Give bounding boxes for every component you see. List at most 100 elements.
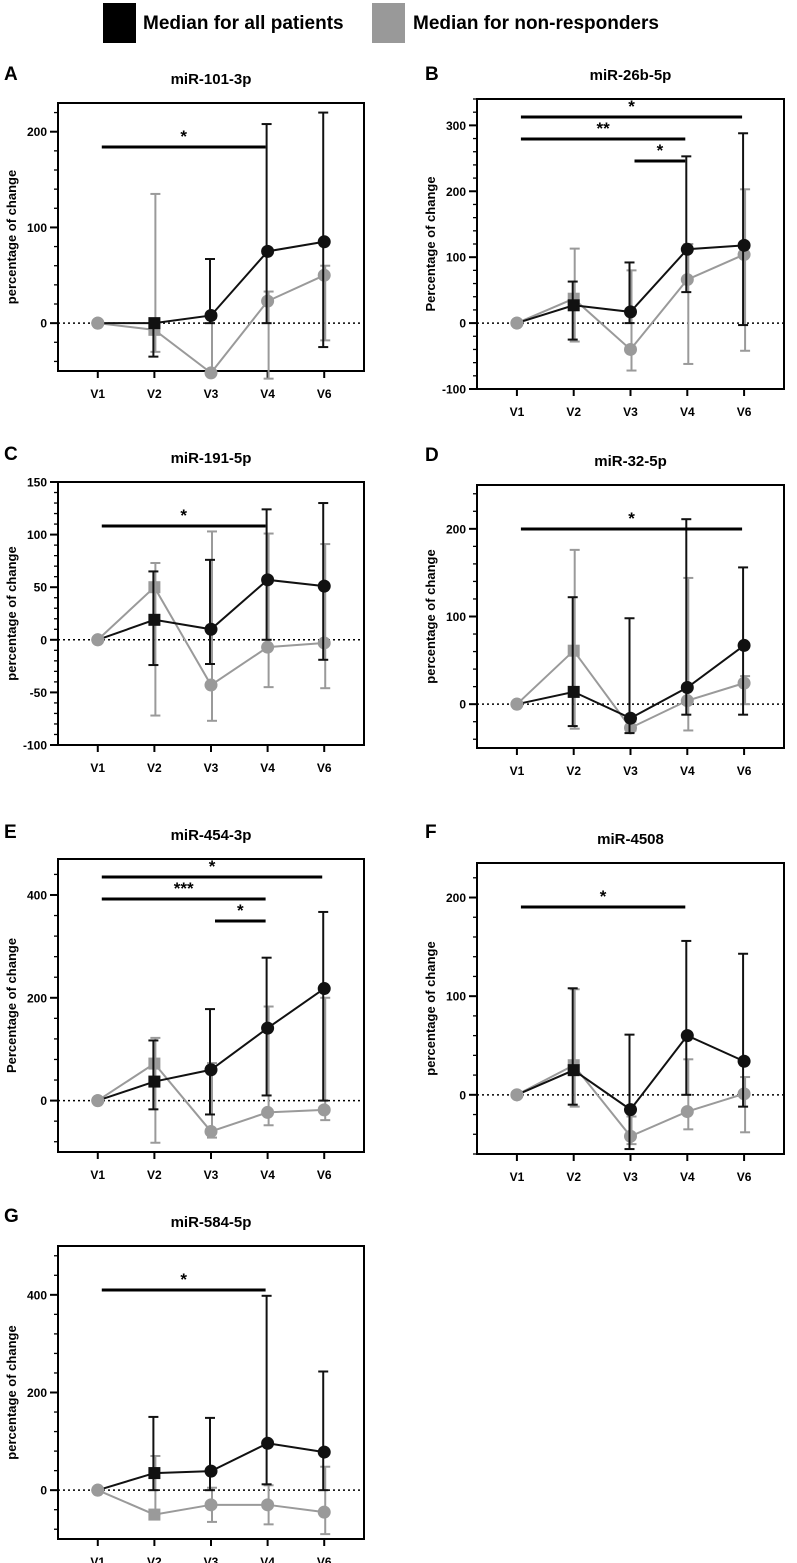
x-tick-label: V4 bbox=[260, 1555, 275, 1563]
significance-label: ** bbox=[596, 119, 610, 138]
panel-b-series-all-patients bbox=[510, 132, 751, 341]
y-tick-label: 0 bbox=[459, 1088, 466, 1102]
panel-a-series-all-patients bbox=[91, 111, 331, 358]
x-tick-label: V4 bbox=[680, 764, 695, 778]
x-tick-label: V4 bbox=[680, 405, 695, 419]
y-tick-label: 0 bbox=[40, 317, 47, 331]
panel-d-y-axis-label: percentage of change bbox=[423, 549, 438, 683]
legend-swatch-non-responders bbox=[372, 3, 405, 43]
data-point bbox=[624, 711, 637, 725]
x-tick-label: V2 bbox=[147, 761, 162, 775]
x-tick-label: V2 bbox=[566, 764, 581, 778]
data-point bbox=[204, 1063, 218, 1077]
data-point bbox=[510, 1088, 524, 1102]
panel-f-series-all-patients bbox=[510, 939, 751, 1151]
data-point bbox=[737, 1054, 751, 1068]
y-tick-label: 200 bbox=[446, 185, 466, 199]
significance-label: * bbox=[628, 509, 635, 528]
panel-f-y-axis-label: percentage of change bbox=[423, 941, 438, 1075]
data-point bbox=[680, 242, 694, 256]
data-point bbox=[204, 678, 218, 692]
x-tick-label: V2 bbox=[566, 405, 581, 419]
data-point bbox=[624, 342, 637, 356]
data-point bbox=[680, 1029, 694, 1043]
x-tick-label: V6 bbox=[317, 1555, 332, 1563]
data-point bbox=[261, 244, 275, 258]
y-tick-label: 400 bbox=[27, 888, 47, 902]
y-tick-label: 100 bbox=[27, 528, 47, 542]
panel-g-y-axis-label: percentage of change bbox=[4, 1325, 19, 1459]
panel-e-y-axis-label: Percentage of change bbox=[4, 938, 19, 1073]
data-point bbox=[91, 1483, 105, 1497]
significance-label: * bbox=[209, 857, 216, 876]
x-tick-label: V1 bbox=[510, 405, 525, 419]
data-point bbox=[567, 1064, 580, 1077]
y-tick-label: 0 bbox=[459, 698, 466, 712]
x-tick-label: V6 bbox=[317, 387, 332, 401]
panel-c-y-axis-label: percentage of change bbox=[4, 546, 19, 680]
panel-b-letter: B bbox=[425, 64, 439, 85]
legend-label-all-patients: Median for all patients bbox=[143, 13, 344, 34]
significance-label: * bbox=[180, 506, 187, 525]
x-tick-label: V4 bbox=[260, 761, 275, 775]
data-point bbox=[261, 573, 275, 587]
legend-swatch-all-patients bbox=[103, 3, 136, 43]
data-point bbox=[261, 1105, 275, 1119]
data-point bbox=[148, 1467, 161, 1480]
data-point bbox=[148, 1075, 161, 1088]
y-tick-label: 200 bbox=[27, 1386, 47, 1400]
x-tick-label: V4 bbox=[260, 1168, 275, 1182]
x-tick-label: V2 bbox=[566, 1170, 581, 1184]
data-point bbox=[148, 1508, 161, 1521]
y-tick-label: 150 bbox=[27, 476, 47, 490]
x-tick-label: V3 bbox=[623, 405, 638, 419]
data-point bbox=[91, 1094, 105, 1108]
x-tick-label: V3 bbox=[623, 1170, 638, 1184]
data-point bbox=[317, 1505, 331, 1519]
y-tick-label: 0 bbox=[40, 1484, 47, 1498]
panel-d-title: miR-32-5p bbox=[594, 453, 667, 470]
data-point bbox=[204, 1124, 218, 1138]
panel-d-series-all-patients bbox=[510, 518, 751, 735]
data-point bbox=[317, 1103, 331, 1117]
y-tick-label: 100 bbox=[446, 990, 466, 1004]
data-point bbox=[737, 638, 751, 652]
panel-g-series-all-patients bbox=[91, 1294, 331, 1497]
data-point bbox=[567, 685, 580, 698]
x-tick-label: V4 bbox=[680, 1170, 695, 1184]
panel-a-y-axis-label: percentage of change bbox=[4, 170, 19, 304]
x-tick-label: V6 bbox=[317, 761, 332, 775]
x-tick-label: V2 bbox=[147, 1555, 162, 1563]
data-point bbox=[680, 681, 694, 695]
panel-c-letter: C bbox=[4, 444, 18, 465]
data-point bbox=[510, 316, 524, 330]
x-tick-label: V3 bbox=[204, 1555, 219, 1563]
y-tick-label: 0 bbox=[40, 1094, 47, 1108]
data-point bbox=[624, 1103, 637, 1117]
legend-label-non-responders: Median for non-responders bbox=[413, 13, 659, 34]
panel-d-letter: D bbox=[425, 445, 439, 466]
panel-f-letter: F bbox=[425, 822, 437, 843]
x-tick-label: V3 bbox=[623, 764, 638, 778]
significance-label: * bbox=[600, 887, 607, 906]
data-point bbox=[148, 613, 161, 626]
x-tick-label: V6 bbox=[317, 1168, 332, 1182]
data-point bbox=[261, 1498, 275, 1512]
panel-c-series-all-patients bbox=[91, 502, 331, 667]
panel-b-series-non-responders bbox=[510, 188, 751, 372]
x-tick-label: V4 bbox=[260, 387, 275, 401]
x-tick-label: V6 bbox=[737, 405, 752, 419]
panel-a-letter: A bbox=[4, 64, 18, 85]
x-tick-label: V3 bbox=[204, 761, 219, 775]
y-tick-label: 300 bbox=[446, 119, 466, 133]
data-point bbox=[737, 238, 751, 252]
data-point bbox=[204, 366, 218, 380]
panel-b-title: miR-26b-5p bbox=[590, 67, 672, 84]
